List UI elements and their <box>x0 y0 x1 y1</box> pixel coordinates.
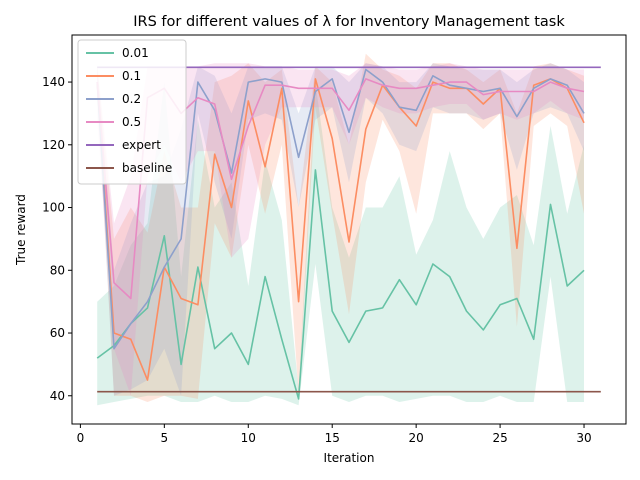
x-tick-label: 10 <box>241 431 256 445</box>
plot-frame <box>71 34 627 425</box>
band-0.1 <box>97 53 584 403</box>
x-tick-label: 20 <box>409 431 424 445</box>
x-axis: 0 5 10 15 20 25 30 <box>77 424 592 445</box>
confidence-bands <box>97 53 584 406</box>
x-tick-label: 30 <box>576 431 591 445</box>
legend-label-0.1: 0.1 <box>122 69 141 83</box>
band-0.5 <box>97 63 584 396</box>
y-axis: 40 60 80 100 120 140 <box>42 75 72 403</box>
y-tick-label: 100 <box>42 201 65 215</box>
legend-label-expert: expert <box>122 138 161 152</box>
legend-label-0.2: 0.2 <box>122 92 141 106</box>
legend-label-0.5: 0.5 <box>122 115 141 129</box>
legend-label-baseline: baseline <box>122 161 172 175</box>
x-tick-label: 15 <box>325 431 340 445</box>
line-0.2 <box>96 68 585 350</box>
x-tick-label: 5 <box>161 431 169 445</box>
line-0.1 <box>96 78 585 381</box>
band-0.01 <box>97 82 584 406</box>
chart-title: IRS for different values of λ for Invent… <box>133 14 565 30</box>
y-tick-label: 40 <box>50 389 65 403</box>
band-0.2 <box>97 63 584 396</box>
legend: 0.01 0.1 0.2 0.5 expert baseline <box>77 39 187 185</box>
line-0.01 <box>96 169 585 400</box>
x-tick-label: 25 <box>492 431 507 445</box>
y-tick-label: 60 <box>50 326 65 340</box>
x-axis-label: Iteration <box>324 451 375 465</box>
y-tick-label: 120 <box>42 138 65 152</box>
y-tick-label: 140 <box>42 75 65 89</box>
x-tick-label: 0 <box>77 431 85 445</box>
legend-label-0.01: 0.01 <box>122 46 149 60</box>
y-axis-label: True reward <box>14 194 28 266</box>
y-tick-label: 80 <box>50 263 65 277</box>
